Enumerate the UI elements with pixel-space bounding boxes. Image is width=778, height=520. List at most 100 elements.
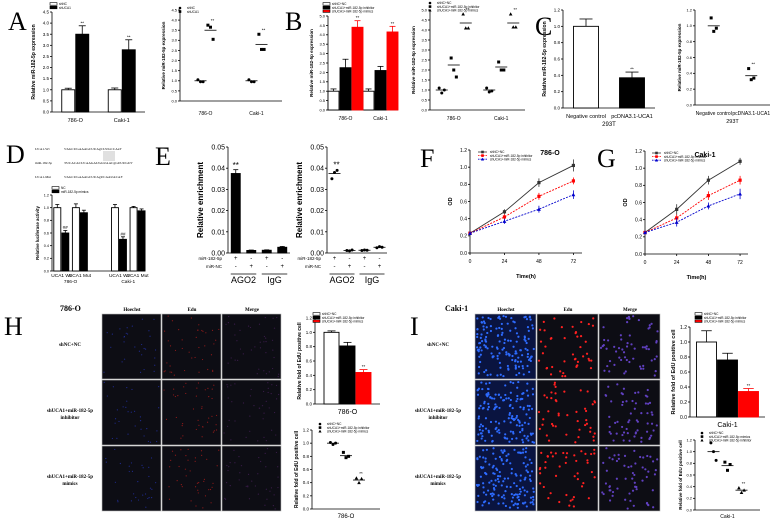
cell-nucleus (197, 489, 199, 491)
legend-label: shUCA1+miR-182-5p inhibitor (327, 426, 370, 430)
cell-nucleus (490, 352, 493, 355)
legend-swatch (312, 315, 321, 320)
cell-nucleus (269, 490, 271, 492)
y-tick-label: 4.0 (421, 27, 427, 32)
cell-nucleus (476, 389, 479, 392)
cell-nucleus (480, 340, 484, 343)
y-tick-label: 1.2 (554, 8, 561, 13)
cell-nucleus (477, 433, 480, 436)
cell-nucleus (504, 384, 507, 387)
row-label: inhibitor (429, 416, 449, 421)
cell-nucleus (527, 329, 530, 333)
cell-nucleus (559, 370, 562, 373)
cell-nucleus (178, 328, 180, 331)
cell-nucleus (492, 464, 495, 467)
sequence-text: 5'AGCUGAAAGCUUAgCUUGCCAa3' (64, 147, 122, 151)
cell-nucleus (484, 345, 487, 348)
cell-nucleus (503, 497, 506, 500)
cell-nucleus (478, 365, 481, 369)
cell-nucleus (175, 416, 177, 419)
cell-nucleus (480, 349, 483, 352)
cell-nucleus (181, 486, 183, 488)
cell-nucleus (477, 372, 480, 375)
cell-nucleus (515, 414, 519, 418)
cell-nucleus (496, 354, 499, 358)
cell-nucleus (631, 399, 634, 403)
y-tick-label: 1.2 (686, 7, 692, 12)
cell-nucleus (634, 432, 637, 435)
cell-nucleus (504, 504, 507, 508)
cell-nucleus (591, 324, 595, 327)
y-tick-label: 4.0 (319, 32, 325, 37)
cell-nucleus (510, 500, 513, 503)
row-label: inhibitor (61, 416, 81, 421)
y-tick-label: 0.4 (635, 217, 642, 223)
cell-nucleus (276, 398, 278, 400)
legend-label: shUCA1 (187, 10, 199, 14)
row-label: shUCA1+miR-182-5p (415, 475, 461, 480)
x-tick-label: UCA1 Wt (109, 273, 130, 279)
cell-nucleus (530, 470, 534, 473)
cell-nucleus (644, 468, 647, 471)
cell-nucleus (634, 462, 637, 465)
bar (339, 67, 352, 111)
cell-nucleus (637, 318, 640, 322)
cell-nucleus (546, 454, 549, 458)
cell-nucleus (625, 400, 628, 403)
cell-nucleus (526, 463, 529, 466)
cell-nucleus (532, 495, 535, 499)
cell-nucleus (511, 415, 514, 418)
cell-nucleus (509, 398, 512, 402)
y-tick-label: 4.5 (421, 17, 427, 22)
cell-nucleus (258, 323, 261, 325)
cell-nucleus (119, 328, 121, 330)
x-tick-label: UCA1 Mut (126, 273, 149, 279)
legend-label: shUCA1+miR-182-5p inhibitor (332, 6, 375, 10)
micrograph-image (161, 313, 222, 380)
cell-nucleus (648, 326, 651, 329)
cell-nucleus (571, 498, 574, 501)
cell-nucleus (529, 432, 532, 435)
cell-nucleus (201, 407, 203, 410)
panel-letter: D (6, 140, 25, 169)
cell-nucleus (526, 326, 530, 329)
sequence-text: 5'AGCUGAAAGCUUAgUCAAUACA3' (64, 175, 123, 179)
y-tick-label: 0.05 (310, 144, 324, 151)
cell-nucleus (608, 370, 611, 373)
column-header: Edu (564, 308, 573, 313)
cell-nucleus (489, 329, 493, 333)
significance-label: ** (630, 67, 634, 72)
series-line (644, 193, 741, 233)
cell-nucleus (497, 422, 501, 425)
data-point (330, 177, 334, 181)
legend-label: shNC+NC (437, 1, 452, 5)
cell-nucleus (202, 426, 204, 428)
legend-label: shNC+NC (332, 2, 347, 6)
cell-nucleus (171, 450, 174, 452)
cell-nucleus (496, 475, 500, 478)
significance-label: ** (127, 34, 131, 39)
cell-nucleus (262, 390, 265, 393)
cell-nucleus (607, 385, 610, 388)
cell-nucleus (185, 382, 187, 384)
cell-nucleus (630, 465, 633, 468)
significance-label: ** (466, 7, 470, 12)
cell-nucleus (508, 404, 511, 408)
cell-nucleus (500, 327, 503, 330)
cell-nucleus (481, 316, 484, 319)
cell-nucleus (151, 488, 153, 490)
cell-nucleus (529, 318, 532, 321)
cell-nucleus (642, 364, 645, 367)
significance-label: ** (362, 364, 366, 369)
cell-nucleus (226, 384, 228, 386)
data-point (357, 480, 361, 485)
cell-nucleus (634, 485, 637, 488)
y-tick-label: 0.04 (310, 166, 324, 173)
cell-nucleus (476, 439, 479, 443)
cell-nucleus (480, 381, 483, 384)
cell-nucleus (616, 487, 619, 490)
data-point (714, 26, 718, 30)
cell-nucleus (500, 484, 503, 487)
data-point (348, 249, 351, 253)
data-point (354, 476, 359, 480)
